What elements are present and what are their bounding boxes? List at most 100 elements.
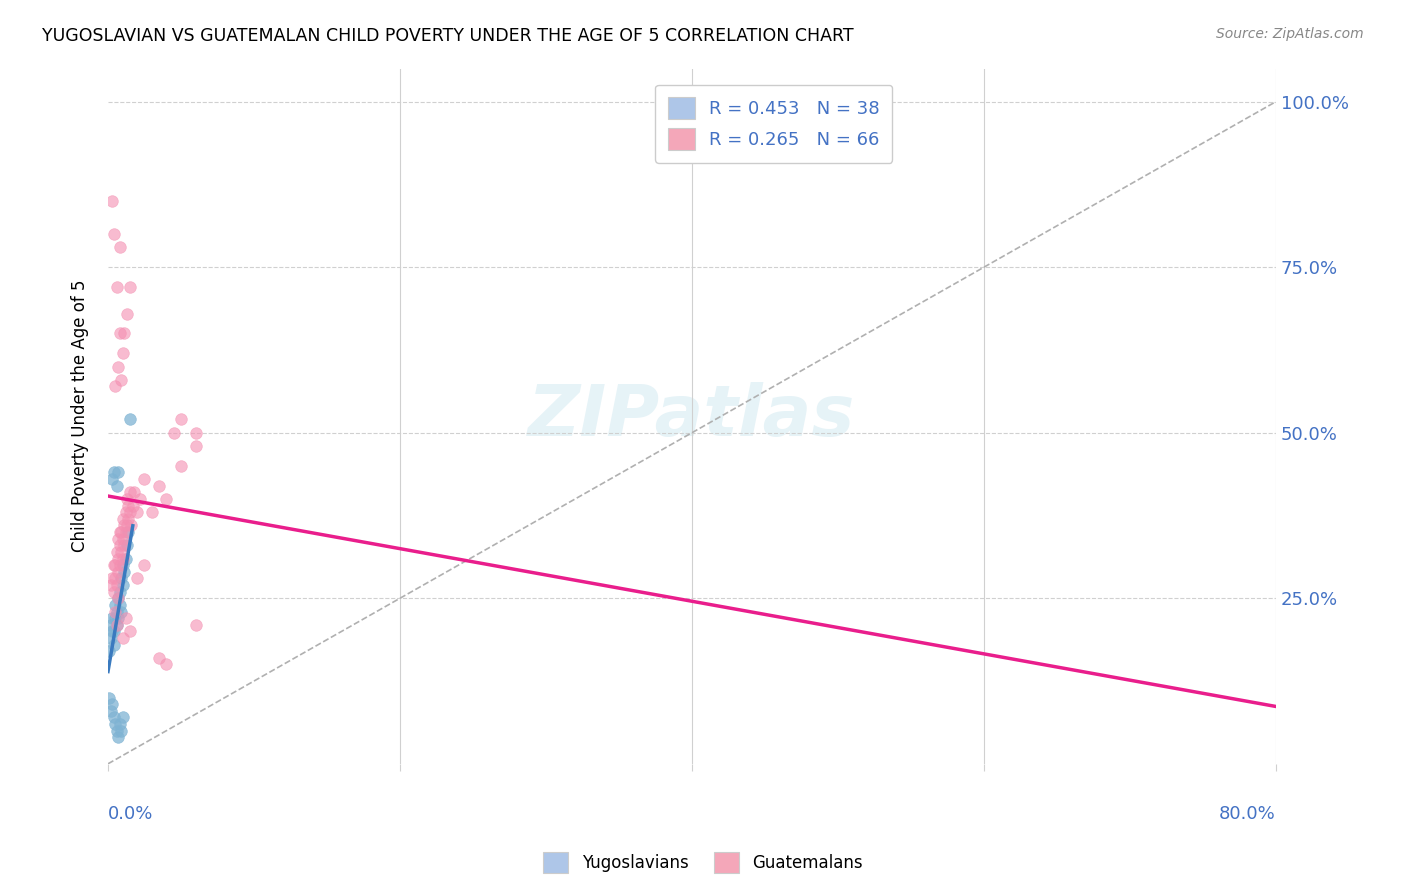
Point bbox=[105, 617, 128, 632]
Point bbox=[100, 617, 122, 632]
Point bbox=[122, 485, 145, 500]
Point bbox=[107, 359, 129, 374]
Point bbox=[118, 624, 141, 639]
Point bbox=[114, 611, 136, 625]
Point bbox=[120, 518, 142, 533]
Point bbox=[112, 565, 135, 579]
Point bbox=[117, 512, 139, 526]
Point bbox=[108, 717, 131, 731]
Point bbox=[134, 558, 156, 573]
Text: YUGOSLAVIAN VS GUATEMALAN CHILD POVERTY UNDER THE AGE OF 5 CORRELATION CHART: YUGOSLAVIAN VS GUATEMALAN CHILD POVERTY … bbox=[42, 27, 853, 45]
Legend: Yugoslavians, Guatemalans: Yugoslavians, Guatemalans bbox=[537, 846, 869, 880]
Point bbox=[111, 710, 134, 724]
Point bbox=[163, 425, 186, 440]
Point bbox=[111, 551, 134, 566]
Point bbox=[134, 472, 156, 486]
Point bbox=[112, 518, 135, 533]
Point bbox=[155, 657, 177, 672]
Point bbox=[108, 584, 131, 599]
Point bbox=[117, 499, 139, 513]
Point bbox=[170, 458, 193, 473]
Text: Source: ZipAtlas.com: Source: ZipAtlas.com bbox=[1216, 27, 1364, 41]
Point bbox=[103, 227, 125, 241]
Point bbox=[184, 439, 207, 453]
Point bbox=[118, 280, 141, 294]
Point bbox=[148, 479, 170, 493]
Point bbox=[108, 598, 131, 612]
Point bbox=[112, 326, 135, 341]
Point bbox=[103, 558, 125, 573]
Point bbox=[108, 558, 131, 573]
Point bbox=[104, 611, 127, 625]
Point bbox=[118, 412, 141, 426]
Text: 80.0%: 80.0% bbox=[1219, 805, 1277, 823]
Point bbox=[107, 565, 129, 579]
Point bbox=[103, 624, 125, 639]
Point bbox=[104, 379, 127, 393]
Point bbox=[118, 485, 141, 500]
Point bbox=[103, 638, 125, 652]
Point bbox=[107, 731, 129, 745]
Point bbox=[127, 571, 149, 585]
Point bbox=[108, 326, 131, 341]
Point bbox=[103, 466, 125, 480]
Point bbox=[184, 425, 207, 440]
Point bbox=[100, 578, 122, 592]
Point bbox=[110, 571, 132, 585]
Point bbox=[105, 479, 128, 493]
Point bbox=[111, 532, 134, 546]
Point bbox=[105, 617, 128, 632]
Point bbox=[108, 240, 131, 254]
Point bbox=[114, 551, 136, 566]
Point bbox=[107, 551, 129, 566]
Point bbox=[111, 558, 134, 573]
Point bbox=[107, 591, 129, 606]
Point bbox=[110, 605, 132, 619]
Point bbox=[101, 472, 124, 486]
Point bbox=[105, 545, 128, 559]
Point bbox=[110, 545, 132, 559]
Point bbox=[103, 710, 125, 724]
Point bbox=[104, 598, 127, 612]
Point bbox=[108, 538, 131, 552]
Point bbox=[101, 624, 124, 639]
Y-axis label: Child Poverty Under the Age of 5: Child Poverty Under the Age of 5 bbox=[72, 280, 89, 552]
Point bbox=[108, 524, 131, 539]
Point bbox=[111, 346, 134, 360]
Point bbox=[107, 611, 129, 625]
Point bbox=[115, 518, 138, 533]
Point bbox=[112, 538, 135, 552]
Point bbox=[155, 491, 177, 506]
Point bbox=[104, 605, 127, 619]
Point bbox=[141, 505, 163, 519]
Point bbox=[103, 584, 125, 599]
Point bbox=[110, 524, 132, 539]
Point bbox=[101, 697, 124, 711]
Point bbox=[118, 505, 141, 519]
Legend: R = 0.453   N = 38, R = 0.265   N = 66: R = 0.453 N = 38, R = 0.265 N = 66 bbox=[655, 85, 893, 163]
Point bbox=[101, 194, 124, 208]
Point bbox=[107, 591, 129, 606]
Point bbox=[105, 723, 128, 738]
Point bbox=[148, 651, 170, 665]
Point bbox=[184, 617, 207, 632]
Point bbox=[101, 571, 124, 585]
Point bbox=[111, 512, 134, 526]
Point bbox=[98, 690, 121, 705]
Point bbox=[107, 466, 129, 480]
Point bbox=[104, 717, 127, 731]
Point bbox=[111, 578, 134, 592]
Point bbox=[107, 532, 129, 546]
Point bbox=[111, 631, 134, 645]
Text: 0.0%: 0.0% bbox=[108, 805, 153, 823]
Point bbox=[127, 505, 149, 519]
Point bbox=[104, 558, 127, 573]
Point bbox=[114, 524, 136, 539]
Point bbox=[115, 491, 138, 506]
Point bbox=[105, 578, 128, 592]
Point bbox=[110, 373, 132, 387]
Point bbox=[100, 704, 122, 718]
Point bbox=[101, 611, 124, 625]
Point bbox=[105, 280, 128, 294]
Point bbox=[105, 605, 128, 619]
